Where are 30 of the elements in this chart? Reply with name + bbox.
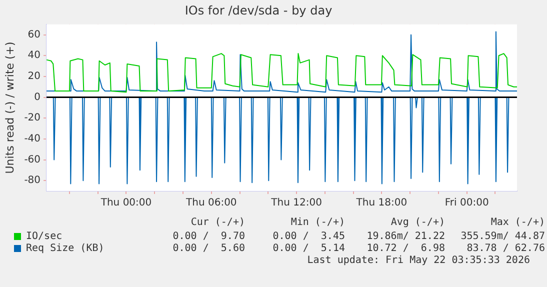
x-tick-label: Thu 12:00 xyxy=(270,198,322,209)
text: 0.00 / 3.45 xyxy=(272,231,345,242)
legend-label: Req Size (KB) xyxy=(26,243,104,254)
text: 10.72 / 6.98 xyxy=(366,243,445,254)
text: Last update: Fri May 22 03:35:33 2026 xyxy=(306,255,530,266)
y-tick-label: 0 xyxy=(34,92,41,103)
text: Min (-/+) xyxy=(290,217,345,228)
text: Max (-/+) xyxy=(490,217,545,228)
text: 83.78 / 62.76 xyxy=(466,243,545,254)
x-tick-label: Thu 18:00 xyxy=(355,198,408,209)
legend-label: IO/sec xyxy=(26,231,62,242)
text: 19.86m/ 21.22 xyxy=(366,231,445,242)
y-tick-label: 20 xyxy=(28,71,41,82)
chart-title: IOs for /dev/sda - by day xyxy=(184,3,332,18)
y-tick-label: 40 xyxy=(28,50,41,62)
text: 355.59m/ 44.87 xyxy=(460,231,545,242)
x-tick-label: Thu 00:00 xyxy=(100,198,152,209)
y-tick-label: -40 xyxy=(24,134,41,145)
y-tick-label: 60 xyxy=(28,29,41,40)
y-tick-label: -80 xyxy=(24,175,41,186)
text: 0.00 / 9.70 xyxy=(172,231,245,242)
x-tick-label: Fri 00:00 xyxy=(444,198,489,209)
text: 0.00 / 5.14 xyxy=(272,243,345,254)
x-tick-label: Thu 06:00 xyxy=(185,198,237,209)
y-axis-title: Units read (-) / write (+) xyxy=(3,42,16,174)
y-tick-label: -60 xyxy=(24,154,41,166)
text: 0.00 / 5.60 xyxy=(172,243,245,254)
text: Cur (-/+) xyxy=(190,217,245,228)
text: Avg (-/+) xyxy=(390,217,445,228)
y-tick-label: -20 xyxy=(24,112,41,124)
